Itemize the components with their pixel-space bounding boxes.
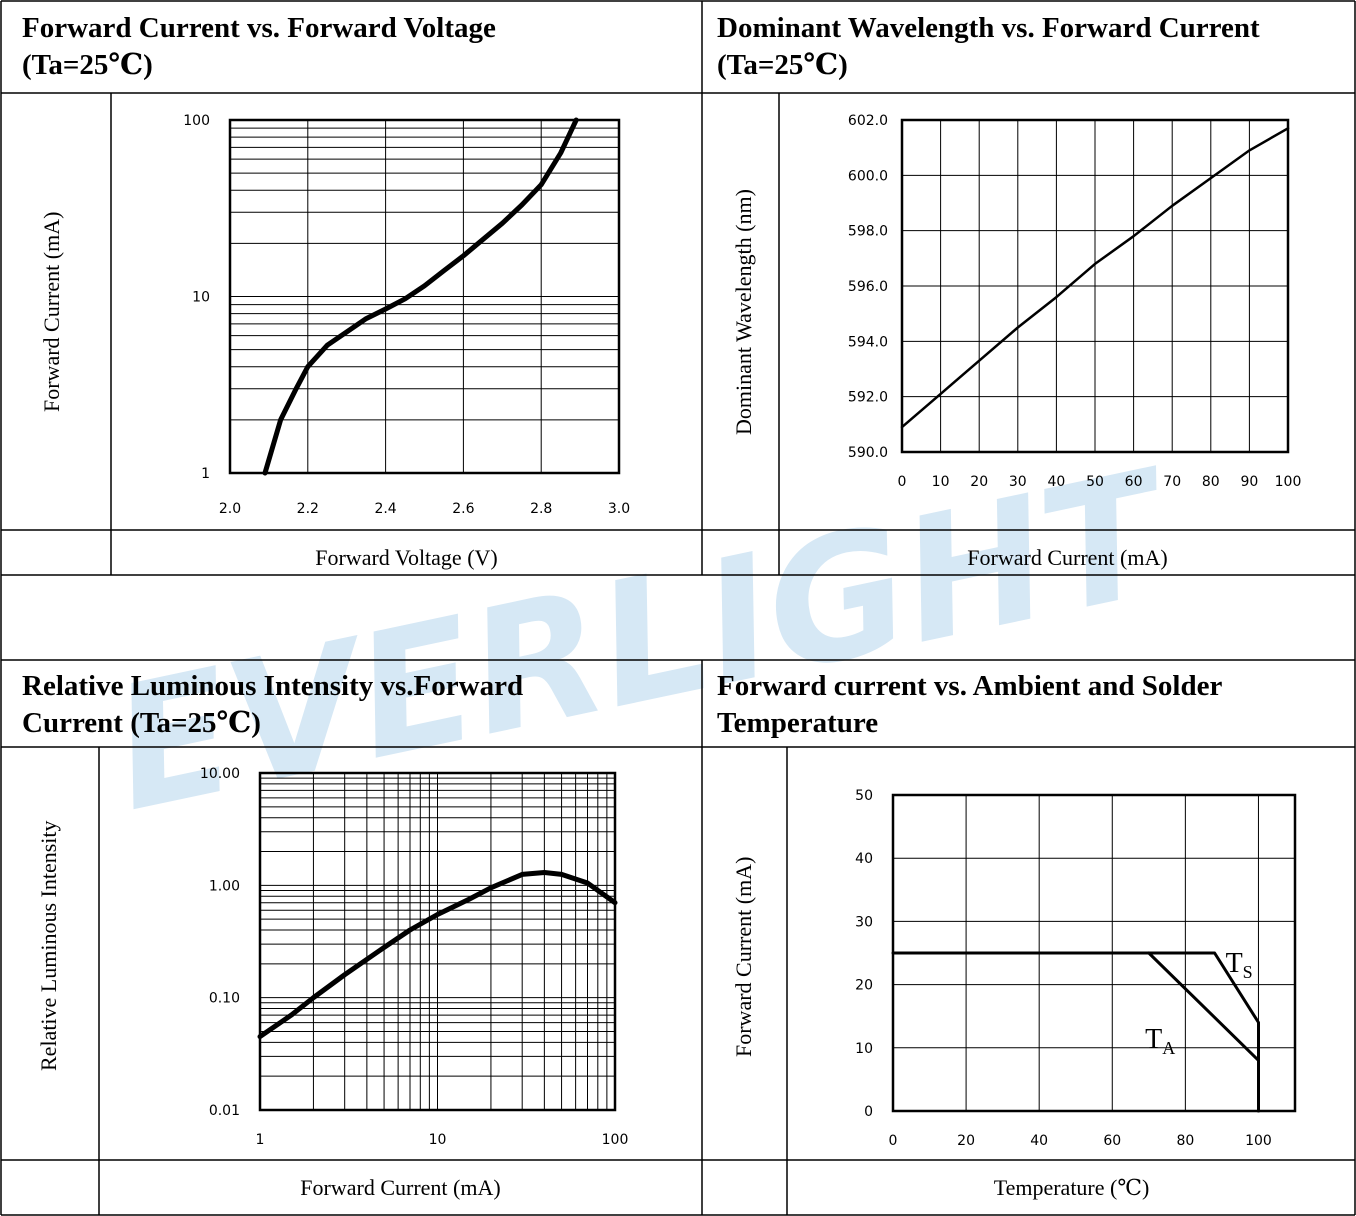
x-tick-label: 10 — [932, 474, 950, 490]
series-line — [262, 117, 579, 476]
chart-4-title-line2: Temperature — [717, 707, 879, 739]
x-tick-label: 40 — [1047, 474, 1065, 490]
x-tick-label: 2.8 — [530, 501, 552, 517]
y-tick-label: 596.0 — [848, 279, 888, 295]
x-tick-label: 50 — [1086, 474, 1104, 490]
x-tick-label: 2.2 — [297, 501, 319, 517]
x-tick-label: 70 — [1163, 474, 1181, 490]
x-tick-label: 80 — [1176, 1133, 1194, 1149]
chart-3-title-line1: Relative Luminous Intensity vs.Forward — [22, 670, 524, 702]
x-tick-label: 0 — [898, 474, 907, 490]
chart-4-xlabel: Temperature (℃) — [993, 1175, 1150, 1200]
plot-frame — [258, 771, 617, 1112]
y-tick-label: 40 — [855, 851, 873, 867]
y-tick-label: 0 — [864, 1104, 873, 1120]
y-tick-label: 598.0 — [848, 224, 888, 240]
chart-1-ylabel: Forward Current (mA) — [39, 211, 64, 412]
y-tick-label: 594.0 — [848, 334, 888, 350]
x-tick-label: 10 — [429, 1132, 447, 1148]
chart-3-title: Relative Luminous Intensity vs.Forward C… — [22, 668, 523, 742]
x-tick-label: 3.0 — [608, 501, 630, 517]
chart-1-title: Forward Current vs. Forward Voltage (Ta=… — [22, 10, 496, 84]
chart-3-xlabel: Forward Current (mA) — [300, 1175, 501, 1200]
series-annotation-s: TS — [1226, 948, 1253, 982]
chart-1-xlabel: Forward Voltage (V) — [315, 545, 498, 570]
x-tick-label: 20 — [957, 1133, 975, 1149]
series-line — [900, 127, 1290, 429]
x-tick-label: 100 — [602, 1132, 629, 1148]
series-line-ta — [1147, 951, 1260, 1113]
chart-2-ylabel: Dominant Wavelength (nm) — [731, 189, 756, 435]
series-annotation-a: TA — [1145, 1024, 1175, 1058]
chart-3-ylabel: Relative Luminous Intensity — [36, 820, 61, 1071]
x-tick-label: 80 — [1202, 474, 1220, 490]
x-tick-label: 60 — [1103, 1133, 1121, 1149]
y-tick-label: 30 — [855, 914, 873, 930]
series-line — [257, 870, 618, 1040]
y-tick-label: 1.00 — [209, 878, 240, 894]
chart-4-title: Forward current vs. Ambient and Solder T… — [717, 668, 1222, 742]
chart-3-title-line2: Current (Ta=25℃) — [22, 707, 261, 739]
chart-4-ylabel: Forward Current (mA) — [731, 856, 756, 1057]
y-tick-label: 10 — [192, 290, 210, 306]
chart-4-plot: 0 20 40 60 80 100 0 10 20 30 40 50 TS TA — [855, 788, 1297, 1149]
y-tick-label: 20 — [855, 978, 873, 994]
x-tick-label: 60 — [1125, 474, 1143, 490]
x-tick-label: 90 — [1240, 474, 1258, 490]
chart-2-title: Dominant Wavelength vs. Forward Current … — [717, 10, 1260, 84]
y-tick-label: 592.0 — [848, 390, 888, 406]
x-tick-label: 100 — [1275, 474, 1302, 490]
chart-2-title-line2: (Ta=25℃) — [717, 49, 848, 81]
chart-4-title-line1: Forward current vs. Ambient and Solder — [717, 670, 1223, 702]
chart-2-plot: 0 10 20 30 40 50 60 70 80 90 100 590.0 592.0 594.0 596… — [848, 113, 1302, 490]
x-tick-label: 30 — [1009, 474, 1027, 490]
x-tick-label: 20 — [970, 474, 988, 490]
y-tick-label: 50 — [855, 788, 873, 804]
y-tick-label: 10 — [855, 1041, 873, 1057]
y-tick-label: 590.0 — [848, 445, 888, 461]
x-tick-label: 2.6 — [452, 501, 474, 517]
x-tick-label: 2.4 — [374, 501, 396, 517]
chart-2-xlabel: Forward Current (mA) — [967, 545, 1168, 570]
y-tick-label: 10.00 — [200, 766, 240, 782]
x-tick-label: 40 — [1030, 1133, 1048, 1149]
y-tick-label: 100 — [183, 113, 210, 129]
chart-1-title-line1: Forward Current vs. Forward Voltage — [22, 12, 496, 44]
y-tick-label: 600.0 — [848, 168, 888, 184]
plot-frame — [228, 118, 621, 475]
y-tick-label: 1 — [201, 466, 210, 482]
chart-1-plot: 2.0 2.2 2.4 2.6 2.8 3.0 1 10 100 — [183, 113, 630, 517]
series-line-ts — [891, 951, 1260, 1113]
x-tick-label: 1 — [256, 1132, 265, 1148]
x-tick-label: 0 — [889, 1133, 898, 1149]
chart-1-title-line2: (Ta=25℃) — [22, 49, 153, 81]
y-tick-label: 602.0 — [848, 113, 888, 129]
y-tick-label: 0.10 — [209, 991, 240, 1007]
chart-3-plot: 1 10 100 0.01 0.10 1.00 10.00 — [200, 766, 629, 1148]
y-tick-label: 0.01 — [209, 1103, 240, 1119]
chart-2-title-line1: Dominant Wavelength vs. Forward Current — [717, 12, 1260, 44]
x-tick-label: 2.0 — [219, 501, 241, 517]
x-tick-label: 100 — [1245, 1133, 1272, 1149]
plot-frame — [900, 118, 1290, 454]
